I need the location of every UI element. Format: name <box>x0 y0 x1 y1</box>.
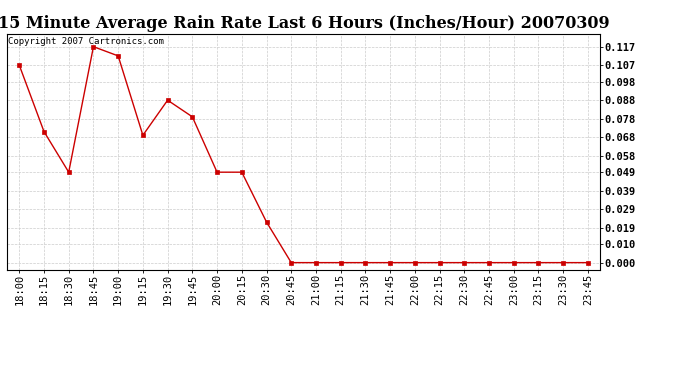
Title: 15 Minute Average Rain Rate Last 6 Hours (Inches/Hour) 20070309: 15 Minute Average Rain Rate Last 6 Hours… <box>0 15 609 32</box>
Text: Copyright 2007 Cartronics.com: Copyright 2007 Cartronics.com <box>8 37 164 46</box>
